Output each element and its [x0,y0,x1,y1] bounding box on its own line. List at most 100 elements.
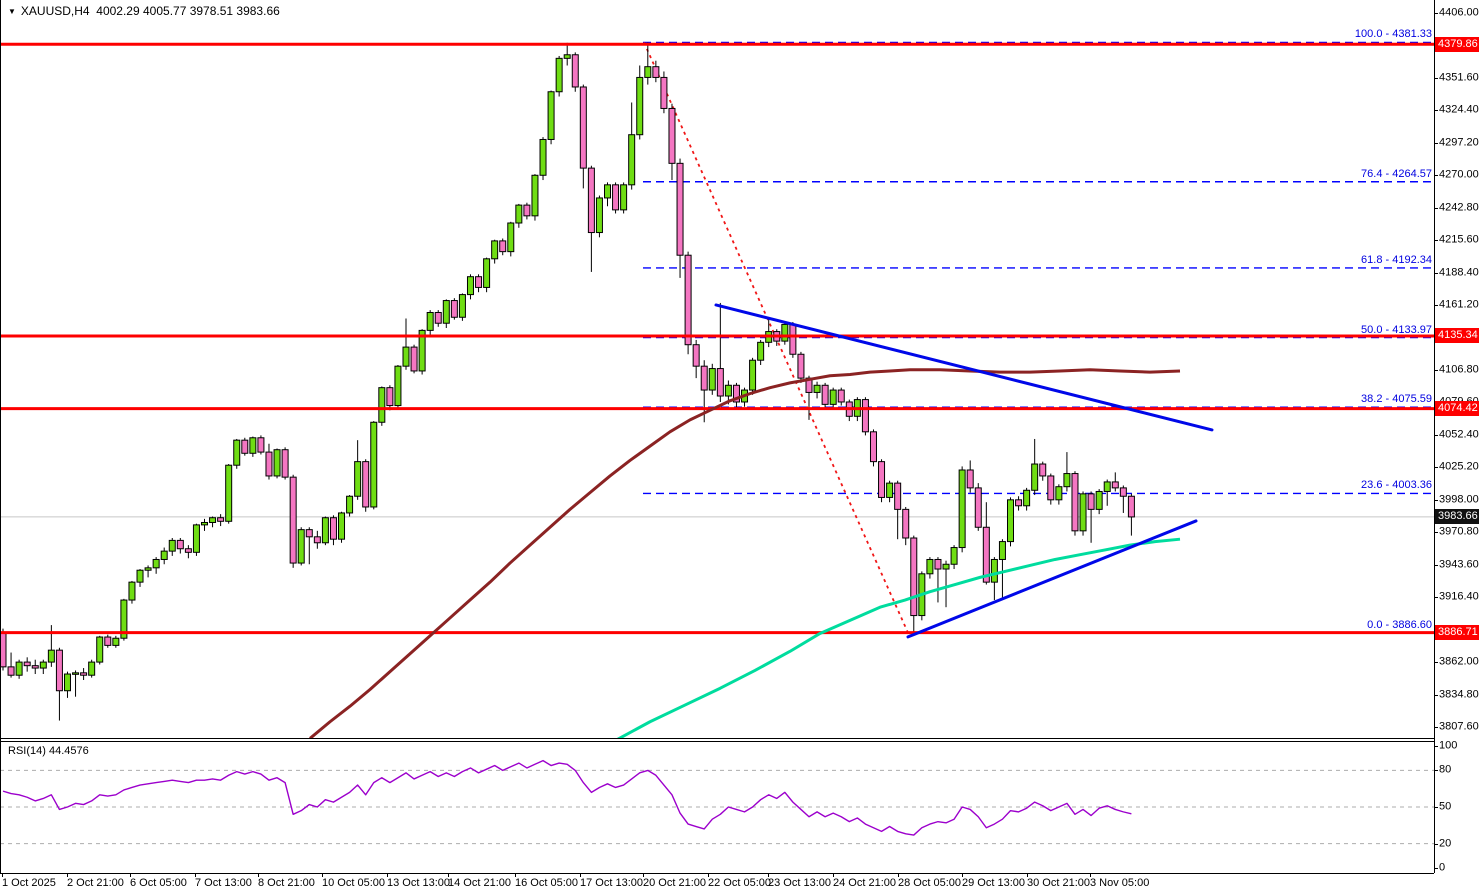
bear-candle [265,451,273,477]
bear-candle [281,449,289,478]
bull-candle [47,649,55,663]
bear-candle [668,107,676,164]
price-axis-tick [1434,662,1438,664]
bull-candle [426,311,434,331]
bear-candle [1047,475,1055,501]
bear-candle [31,665,39,669]
bull-candle [225,464,233,522]
bull-candle [555,57,563,93]
time-axis-tick [67,873,68,877]
price-axis-tick [1434,175,1438,177]
price-axis-label: 3834.80 [1439,688,1479,701]
bear-candle [55,649,63,692]
bear-candle [176,539,184,550]
bear-candle [878,461,886,498]
rsi-indicator-canvas[interactable] [0,741,1434,873]
time-axis-tick [833,873,834,877]
bull-candle [233,439,241,466]
time-axis-label: 30 Oct 21:00 [1027,877,1090,889]
bull-candle [998,541,1006,560]
time-axis-tick [1090,873,1091,877]
bear-candle [434,311,442,324]
price-axis-tick [1434,727,1438,728]
symbol-dropdown-icon[interactable]: ▼ [8,7,16,16]
time-axis-label: 6 Oct 05:00 [130,877,187,889]
level-price-tag: 4135.34 [1435,328,1479,344]
chart-title: ▼ XAUUSD,H4 4002.29 4005.77 3978.51 3983.… [8,4,280,18]
rsi-scale-tick [1434,868,1438,869]
bear-candle [104,636,112,646]
bull-candle [950,547,958,565]
bear-candle [587,167,595,234]
price-axis-label: 4188.40 [1439,266,1479,279]
time-axis-tick [322,873,323,877]
bull-candle [531,174,539,217]
bear-candle [716,368,724,397]
bull-candle [926,558,934,575]
bull-candle [507,222,515,253]
bear-candle [789,323,797,355]
price-axis-tick [1434,499,1438,501]
descending-trendline[interactable] [714,303,1214,432]
bull-candle [515,204,523,224]
bear-candle [732,384,740,403]
bull-candle [886,482,894,498]
rsi-scale-tick [1434,807,1438,808]
bull-candle [1007,499,1014,543]
bear-candle [1039,463,1047,477]
bull-candle [144,567,152,571]
panel-separator-bottom [0,741,1434,742]
price-chart-canvas[interactable] [0,0,1434,738]
bull-candle [321,517,329,544]
bull-candle [249,437,257,454]
bear-candle [475,276,483,288]
bear-candle [861,399,869,433]
rsi-scale-label: 100 [1439,739,1458,752]
price-axis-label: 4025.20 [1439,460,1479,473]
time-axis-tick [258,873,259,877]
bear-candle [329,517,337,540]
bear-candle [684,254,692,346]
time-axis-tick [515,873,516,877]
bull-candle [757,341,765,361]
fast-ma-line[interactable] [616,537,1181,738]
price-axis-tick [1434,110,1438,112]
price-axis-label: 3943.60 [1439,558,1479,571]
bear-candle [652,66,660,78]
bull-candle [120,599,128,639]
price-axis-tick [1434,597,1438,599]
price-axis-tick [1434,240,1438,242]
bull-candle [112,637,120,646]
slow-ma-line[interactable] [309,368,1181,738]
bear-candle [660,76,668,109]
bull-candle [354,461,362,497]
time-axis-tick [643,873,644,877]
symbol-period: XAUUSD,H4 [20,4,90,18]
bull-candle [39,661,47,669]
price-axis-tick [1434,694,1438,696]
bull-candle [96,636,104,663]
rsi-scale-tick [1434,746,1438,747]
bear-candle [934,558,942,570]
price-axis-tick [1434,13,1438,14]
bull-candle [636,76,644,136]
bear-candle [313,536,321,544]
price-axis-label: 4242.80 [1439,201,1479,214]
ascending-trendline[interactable] [906,519,1198,639]
time-axis-label: 14 Oct 21:00 [448,877,511,889]
bull-candle [628,134,636,186]
bear-candle [80,672,88,676]
bear-candle [1119,487,1127,497]
bull-candle [297,529,305,564]
bull-candle [829,389,837,405]
bear-candle [7,666,15,676]
bear-candle [1015,499,1023,507]
price-axis-tick [1434,467,1438,469]
time-axis-label: 2 Oct 21:00 [67,877,124,889]
rsi-line[interactable] [2,759,1132,836]
bear-candle [579,86,587,169]
bear-candle [797,353,805,379]
panel-separator-top[interactable] [0,738,1434,739]
bear-candle [257,437,265,453]
bull-candle [370,421,378,508]
